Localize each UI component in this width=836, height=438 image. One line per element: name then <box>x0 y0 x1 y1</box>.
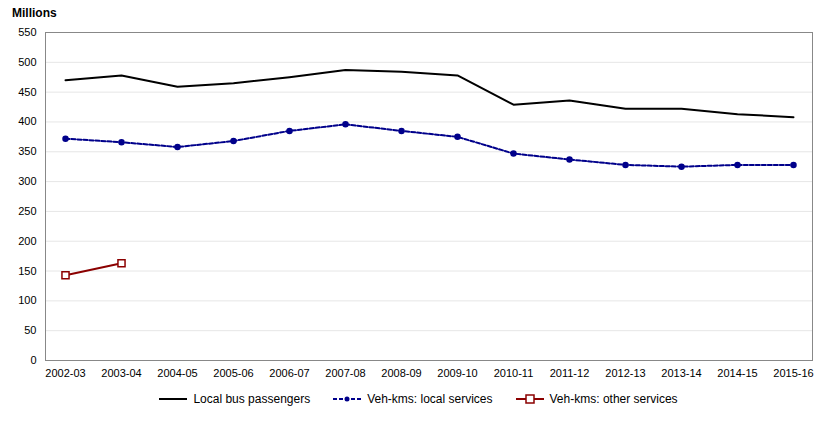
svg-text:2007-08: 2007-08 <box>325 367 365 379</box>
svg-text:2005-06: 2005-06 <box>213 367 253 379</box>
svg-text:100: 100 <box>18 294 36 306</box>
svg-text:150: 150 <box>18 265 36 277</box>
svg-text:2011-12: 2011-12 <box>550 367 590 379</box>
html-text:Veh-kms: other services: Veh-kms: other services <box>549 392 678 406</box>
svg-text:400: 400 <box>18 115 36 127</box>
svg-text:350: 350 <box>18 145 36 157</box>
svg-text:500: 500 <box>18 56 36 68</box>
svg-text:450: 450 <box>18 86 36 98</box>
svg-text:2004-05: 2004-05 <box>157 367 197 379</box>
svg-text:300: 300 <box>18 175 36 187</box>
svg-text:2006-07: 2006-07 <box>269 367 309 379</box>
svg-text:200: 200 <box>18 235 36 247</box>
svg-text:50: 50 <box>24 324 36 336</box>
html-text:Veh-kms: local services: Veh-kms: local services <box>367 392 493 406</box>
svg-text:2002-03: 2002-03 <box>45 367 85 379</box>
svg-text:2008-09: 2008-09 <box>381 367 421 379</box>
svg-text:250: 250 <box>18 205 36 217</box>
svg-text:2009-10: 2009-10 <box>437 367 477 379</box>
svg-text:2010-11: 2010-11 <box>494 367 534 379</box>
html-text:Local bus passengers: Local bus passengers <box>193 392 311 406</box>
html-text:Millions: Millions <box>12 6 57 20</box>
svg-text:2012-13: 2012-13 <box>605 367 645 379</box>
svg-text:2013-14: 2013-14 <box>661 367 701 379</box>
svg-text:2003-04: 2003-04 <box>101 367 141 379</box>
svg-text:550: 550 <box>18 26 36 38</box>
svg-text:0: 0 <box>30 354 36 366</box>
svg-text:2014-15: 2014-15 <box>717 367 757 379</box>
svg-text:2015-16: 2015-16 <box>773 367 813 379</box>
